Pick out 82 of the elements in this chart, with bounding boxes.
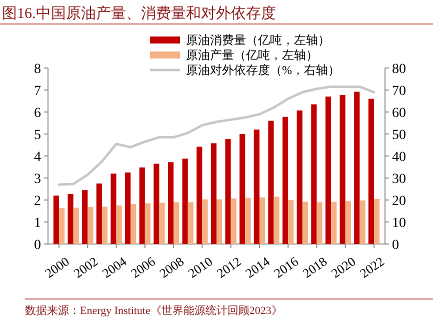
bar: [125, 172, 131, 244]
y2-tick-label: 0: [392, 238, 399, 253]
bar: [82, 190, 88, 244]
y2-tick-label: 40: [392, 150, 406, 165]
bar: [331, 202, 337, 244]
bar: [245, 198, 251, 244]
bar: [282, 116, 288, 244]
bar: [216, 199, 222, 244]
legend-label: 原油产量（亿吨，左轴）: [186, 48, 318, 62]
source-note: 数据来源：Energy Institute《世界能源统计回顾2023》: [25, 304, 282, 317]
bar: [345, 201, 351, 244]
y-tick-label: 3: [34, 172, 41, 187]
x-tick-label: 2022: [357, 254, 387, 281]
y2-tick-label: 30: [392, 172, 406, 187]
y-tick-label: 2: [34, 194, 41, 209]
bar: [360, 200, 366, 244]
bar: [144, 203, 150, 244]
y2-tick-label: 60: [392, 106, 406, 121]
bar: [268, 120, 274, 244]
y-tick-label: 8: [34, 62, 41, 77]
bar: [240, 134, 246, 244]
bar: [154, 164, 160, 244]
bar: [196, 146, 202, 244]
bar: [230, 198, 236, 244]
x-tick-label: 2018: [300, 254, 330, 281]
x-tick-label: 2012: [214, 254, 244, 281]
x-tick-label: 2008: [156, 254, 186, 281]
y-tick-label: 5: [34, 128, 41, 143]
bar: [311, 104, 317, 244]
bar: [116, 206, 122, 244]
legend-label: 原油对外依存度（%，右轴）: [186, 63, 340, 78]
bar: [53, 196, 60, 244]
y-tick-label: 1: [34, 216, 41, 231]
bar: [73, 208, 79, 244]
bar: [354, 92, 360, 244]
y-tick-label: 7: [34, 84, 41, 99]
line-series: [58, 85, 376, 186]
x-tick-label: 2010: [185, 254, 216, 281]
bar: [274, 196, 280, 244]
legend-label: 原油消费量（亿吨，左轴）: [186, 33, 330, 48]
bar: [296, 110, 302, 244]
x-tick-label: 2014: [242, 253, 273, 281]
y2-tick-label: 20: [392, 194, 406, 209]
bar: [110, 174, 116, 244]
bar: [188, 202, 194, 244]
bar: [288, 200, 294, 244]
bar: [316, 202, 322, 244]
bar: [225, 139, 231, 244]
chart-title: 图16.中国原油产量、消费量和对外依存度: [2, 5, 276, 22]
bar: [374, 198, 380, 244]
bar: [302, 202, 308, 244]
bar: [59, 208, 65, 244]
y2-tick-label: 80: [392, 62, 406, 77]
y2-tick-label: 70: [392, 84, 406, 99]
x-tick-label: 2002: [70, 254, 101, 281]
y2-tick-label: 10: [392, 216, 406, 231]
bar: [139, 167, 145, 244]
bar: [254, 130, 260, 244]
y-tick-label: 6: [34, 106, 41, 121]
bar: [325, 96, 332, 244]
x-tick-label: 2000: [42, 254, 72, 281]
bar: [259, 197, 266, 244]
x-tick-label: 2004: [99, 253, 130, 281]
x-tick-label: 2020: [328, 254, 358, 281]
bar: [168, 162, 174, 244]
x-tick-label: 2016: [271, 253, 302, 281]
bar: [182, 158, 188, 244]
x-tick-label: 2006: [128, 253, 158, 281]
bar: [68, 194, 74, 244]
bar: [159, 202, 165, 244]
bar: [102, 206, 108, 244]
bar: [202, 199, 208, 244]
bar: [210, 143, 216, 244]
y-tick-label: 0: [34, 238, 41, 253]
y2-tick-label: 50: [392, 128, 406, 143]
bar: [340, 95, 346, 244]
bar: [130, 204, 136, 244]
bar: [174, 202, 180, 244]
bar: [368, 98, 374, 244]
y-tick-label: 4: [34, 150, 41, 165]
bar: [88, 207, 94, 244]
bar: [96, 184, 102, 244]
